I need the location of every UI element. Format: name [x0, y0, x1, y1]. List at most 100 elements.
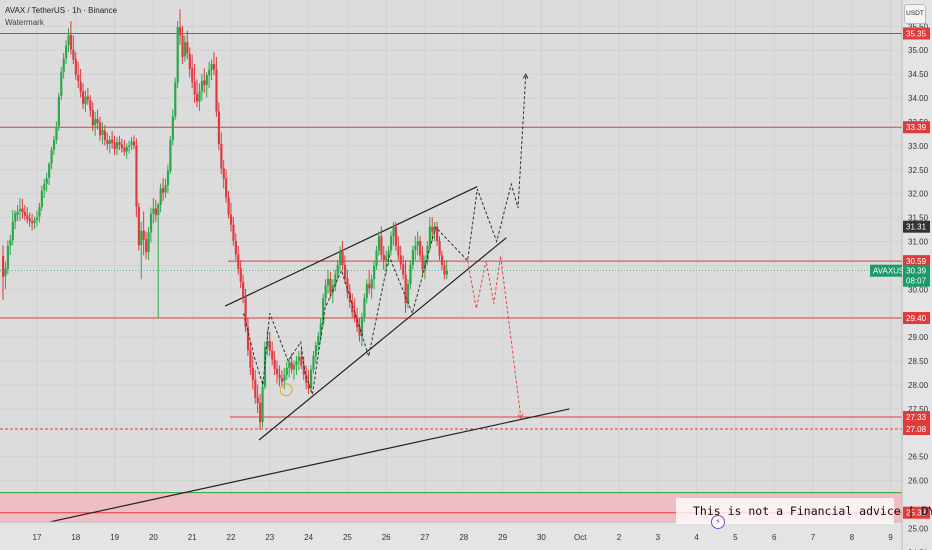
candle-body	[33, 219, 36, 223]
candle-body	[312, 355, 315, 370]
candle-body	[94, 119, 97, 126]
candle-body	[426, 245, 429, 261]
y-tick-label: 32.00	[908, 190, 929, 199]
candle-body	[283, 374, 286, 382]
candle-body	[280, 378, 284, 382]
y-tick-label: 24.50	[908, 548, 929, 550]
y-tick-label: 31.50	[908, 214, 929, 223]
candle-body	[268, 341, 271, 351]
candle-body	[370, 279, 373, 289]
candle-body	[196, 94, 199, 102]
candle-body	[237, 254, 240, 269]
candle-body	[436, 226, 439, 242]
y-tick-label: 33.00	[908, 142, 929, 151]
candle-body	[324, 285, 327, 299]
candle-body	[200, 80, 204, 92]
x-tick-label: 23	[265, 533, 274, 542]
projection-up-path	[243, 74, 527, 395]
candle-body	[341, 251, 344, 265]
candle-body	[215, 69, 218, 112]
candle-body	[169, 140, 172, 172]
price-level-tag-label: 27.33	[906, 413, 927, 422]
current-symbol-tag	[870, 264, 902, 277]
candle-body	[363, 297, 366, 318]
price-level-tag	[903, 27, 930, 40]
x-tick-label: 19	[110, 533, 119, 542]
price-level-tag-label: 30.59	[906, 257, 927, 266]
x-tick-label: 6	[772, 533, 777, 542]
candle-body	[232, 224, 235, 241]
candle-body	[443, 264, 446, 275]
candle-body	[339, 251, 342, 265]
x-tick-label: Oct	[574, 533, 587, 542]
time-axis[interactable]	[0, 522, 902, 550]
candle-body	[375, 250, 378, 266]
candle-body	[128, 145, 131, 147]
candle-body	[317, 336, 320, 346]
candle-body	[14, 213, 17, 222]
candle-body	[115, 142, 119, 149]
candle-body	[445, 270, 448, 275]
candle-body	[329, 278, 332, 293]
candle-body	[72, 49, 75, 60]
channel-line	[258, 237, 507, 441]
candle-body	[346, 278, 349, 293]
candle-body	[254, 379, 257, 398]
candle-body	[416, 241, 419, 246]
countdown-label: 08:07	[906, 277, 927, 286]
candle-body	[50, 150, 53, 164]
y-tick-label: 35.50	[908, 22, 929, 31]
time-axis-ticks: 17 18 19 20 21 22 23 24 25 26 27 28 29 30 Oct 2 3 4 5 6 7 8 9	[33, 533, 894, 542]
candle-body	[55, 126, 58, 141]
candle-body	[31, 221, 34, 224]
candle-body	[164, 185, 167, 193]
candle-body	[159, 188, 162, 205]
candle-body	[402, 264, 405, 275]
candle-body	[79, 81, 82, 92]
x-tick-label: 18	[71, 533, 80, 542]
candle-body	[293, 364, 296, 370]
candle-body	[162, 187, 165, 193]
candle-body	[4, 268, 7, 276]
candle-body	[421, 255, 424, 270]
candle-body	[356, 317, 359, 328]
candle-body	[392, 226, 395, 237]
current-price-label: 30.39	[906, 267, 927, 276]
candle-body	[322, 298, 325, 324]
candle-body	[77, 74, 80, 82]
candle-body	[222, 168, 225, 179]
symbol-title[interactable]: AVAX / TetherUS · 1h · Binance	[5, 6, 118, 15]
x-tick-label: 17	[33, 533, 42, 542]
candle-body	[259, 402, 262, 423]
y-tick-label: 26.50	[908, 453, 929, 462]
candle-body	[406, 284, 410, 304]
circle-marker	[279, 383, 293, 397]
current-symbol-label: AVAXUSDT	[873, 267, 915, 276]
y-tick-label: 35.00	[908, 46, 929, 55]
candle-body	[40, 190, 43, 208]
candle-body	[365, 284, 368, 298]
candle-body	[149, 213, 153, 233]
candle-body	[440, 255, 444, 265]
candle-body	[305, 374, 308, 384]
trendlines[interactable]	[1, 185, 570, 533]
marked-price-tag	[903, 220, 930, 233]
lightning-icon[interactable]: ⚡	[711, 515, 725, 529]
long-trendline	[1, 408, 570, 533]
candle-body	[302, 365, 305, 375]
candle-body	[74, 59, 77, 75]
candle-body	[319, 323, 322, 337]
candle-body	[108, 140, 111, 144]
x-tick-label: 28	[459, 533, 468, 542]
x-tick-label: 22	[227, 533, 236, 542]
candle-body	[208, 69, 211, 76]
candle-body	[351, 302, 354, 313]
price-level-tag	[903, 255, 930, 268]
candle-body	[62, 58, 65, 72]
candle-body	[261, 386, 264, 422]
currency-button[interactable]: USDT	[904, 4, 926, 24]
candle-body	[377, 236, 381, 251]
projection-down-path	[467, 255, 522, 419]
